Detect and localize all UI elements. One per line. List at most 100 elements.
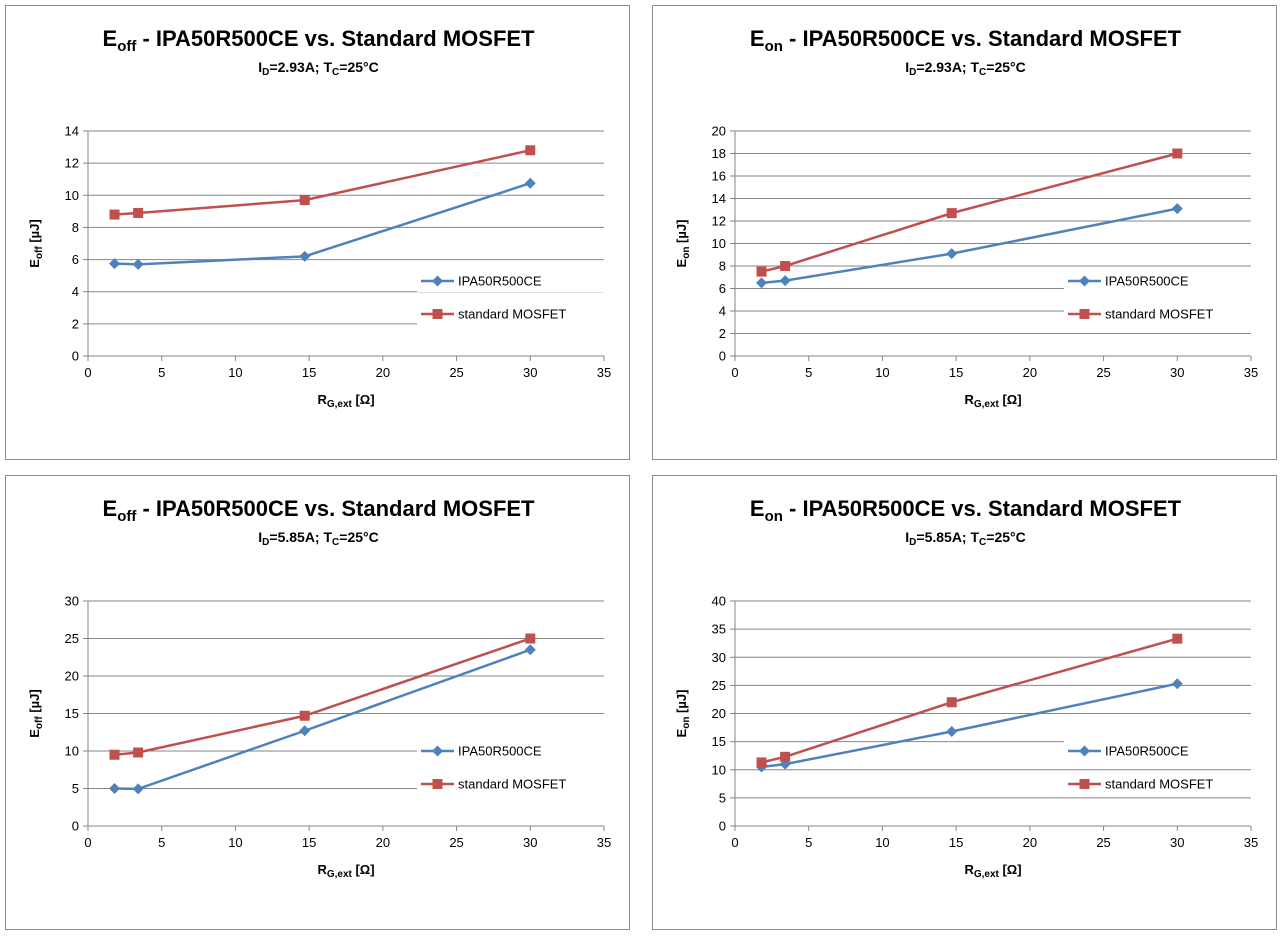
y-tick-label: 4	[72, 284, 79, 299]
series-line-1	[761, 152, 1178, 273]
x-tick-label: 15	[949, 835, 963, 850]
legend-label: standard MOSFET	[458, 307, 566, 322]
legend-label: IPA50R500CE	[458, 744, 542, 759]
legend-bg	[417, 740, 607, 762]
x-tick-label: 25	[1096, 835, 1110, 850]
legend-marker	[432, 309, 443, 319]
x-tick-label: 5	[805, 365, 812, 380]
y-tick-label: 18	[712, 146, 726, 161]
x-tick-label: 0	[84, 365, 91, 380]
chart-panel-eoff-5.85a: Eoff - IPA50R500CE vs. Standard MOSFET ID…	[5, 475, 630, 930]
y-tick-label: 10	[65, 188, 79, 203]
series-line-0	[761, 682, 1178, 769]
x-tick-label: 20	[1023, 365, 1037, 380]
x-tick-label: 25	[449, 365, 463, 380]
legend-marker	[1079, 779, 1090, 789]
chart-title: Eoff - IPA50R500CE vs. Standard MOSFET	[103, 496, 536, 525]
data-point	[946, 248, 958, 260]
x-tick-label: 5	[805, 835, 812, 850]
x-tick-label: 10	[875, 835, 889, 850]
y-tick-label: 30	[65, 594, 79, 609]
x-axis-title: RG,ext [Ω]	[964, 862, 1021, 880]
data-point	[109, 783, 121, 794]
legend-marker	[1079, 275, 1090, 287]
legend-label: IPA50R500CE	[1105, 744, 1189, 759]
series-line-0	[114, 648, 531, 791]
data-point	[133, 207, 144, 218]
data-point	[756, 266, 767, 277]
y-tick-label: 4	[719, 304, 726, 319]
legend-bg	[1064, 773, 1254, 795]
x-tick-label: 25	[1096, 365, 1110, 380]
legend-bg	[417, 270, 607, 292]
data-point	[946, 208, 957, 219]
y-tick-label: 15	[65, 706, 79, 721]
data-point	[780, 261, 791, 271]
y-tick-label: 35	[712, 622, 726, 637]
legend-marker	[1079, 745, 1090, 757]
chart-panel-eon-2.93a: Eon - IPA50R500CE vs. Standard MOSFET ID=…	[652, 5, 1277, 460]
data-point	[299, 195, 310, 206]
y-tick-label: 25	[712, 678, 726, 693]
x-tick-label: 0	[731, 835, 738, 850]
data-point	[132, 783, 144, 795]
y-tick-label: 8	[719, 259, 726, 274]
data-point	[525, 145, 536, 156]
x-tick-label: 35	[1244, 365, 1258, 380]
x-tick-label: 5	[158, 835, 165, 850]
chart-svg: Eon - IPA50R500CE vs. Standard MOSFET ID=…	[674, 26, 1258, 410]
data-point	[1171, 678, 1183, 690]
x-tick-label: 35	[597, 365, 611, 380]
x-tick-label: 5	[158, 365, 165, 380]
y-axis-title: Eoff [µJ]	[27, 689, 45, 737]
x-tick-label: 30	[523, 365, 537, 380]
legend-marker	[432, 745, 443, 757]
y-tick-label: 16	[712, 169, 726, 184]
series-line-1	[114, 637, 531, 756]
data-point	[133, 747, 144, 758]
data-point	[946, 726, 958, 737]
x-axis-title: RG,ext [Ω]	[317, 392, 374, 410]
y-axis-title: Eon [µJ]	[674, 220, 692, 268]
legend-marker	[432, 275, 443, 287]
legend-bg	[1064, 303, 1254, 325]
data-point	[779, 275, 791, 287]
y-tick-label: 40	[712, 594, 726, 609]
data-point	[109, 258, 121, 270]
series-line-0	[114, 182, 531, 266]
x-tick-label: 20	[1023, 835, 1037, 850]
y-tick-label: 20	[712, 706, 726, 721]
chart-svg: Eon - IPA50R500CE vs. Standard MOSFET ID=…	[674, 496, 1258, 880]
chart-panel-eoff-2.93a: Eoff - IPA50R500CE vs. Standard MOSFET ID…	[5, 5, 630, 460]
chart-title: Eon - IPA50R500CE vs. Standard MOSFET	[750, 496, 1182, 525]
series-line-1	[114, 149, 531, 216]
chart-subtitle: ID=2.93A; TC=25°C	[258, 59, 378, 78]
x-tick-label: 0	[84, 835, 91, 850]
y-tick-label: 5	[719, 790, 726, 805]
x-tick-label: 10	[228, 365, 242, 380]
data-point	[756, 757, 767, 768]
data-point	[1172, 633, 1183, 644]
x-tick-label: 10	[875, 365, 889, 380]
x-tick-label: 35	[597, 835, 611, 850]
x-tick-label: 0	[731, 365, 738, 380]
legend-marker	[432, 779, 443, 789]
series-line-1	[761, 637, 1178, 764]
y-tick-label: 10	[712, 236, 726, 251]
x-tick-label: 15	[302, 835, 316, 850]
x-tick-label: 20	[376, 365, 390, 380]
legend-bg	[1064, 740, 1254, 762]
legend-bg	[1064, 270, 1254, 292]
chart-title: Eoff - IPA50R500CE vs. Standard MOSFET	[103, 26, 536, 55]
x-tick-label: 30	[1170, 365, 1184, 380]
data-point	[299, 250, 311, 262]
chart-subtitle: ID=2.93A; TC=25°C	[905, 59, 1025, 78]
y-tick-label: 0	[719, 819, 726, 834]
legend-bg	[417, 773, 607, 795]
series-line-0	[761, 207, 1178, 285]
legend-marker	[1079, 309, 1090, 319]
y-tick-label: 0	[72, 819, 79, 834]
data-point	[299, 710, 310, 721]
y-tick-label: 2	[719, 326, 726, 341]
chart-subtitle: ID=5.85A; TC=25°C	[905, 529, 1025, 548]
